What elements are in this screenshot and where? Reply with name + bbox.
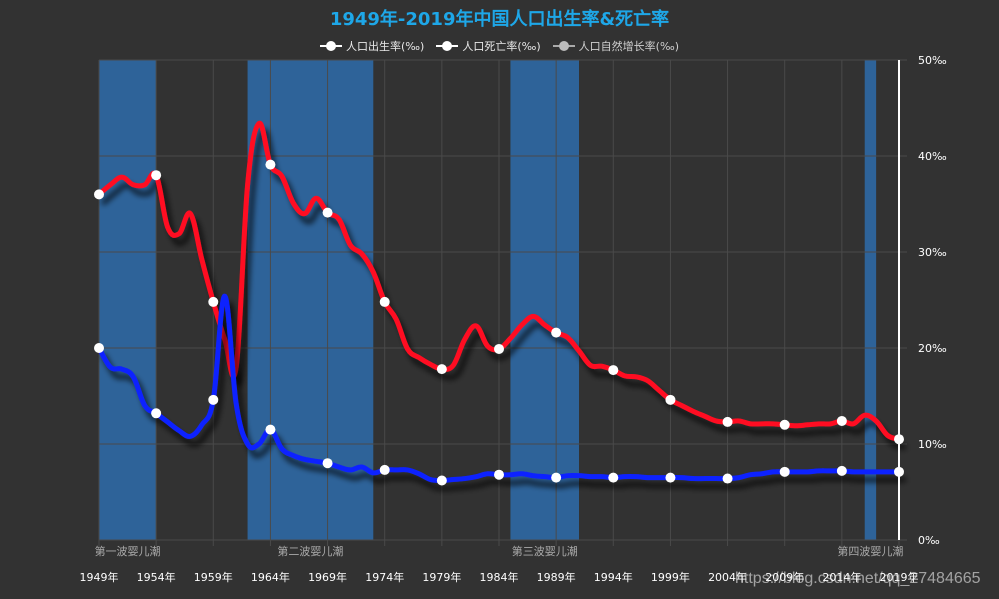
x-tick-label: 2014年	[822, 570, 861, 584]
x-tick-label: 2019年	[880, 570, 919, 584]
y-tick-label: 40‰	[918, 150, 947, 163]
legend-item-death-rate[interactable]: 人口死亡率(‰)	[436, 38, 541, 54]
y-tick-label: 0‰	[918, 534, 940, 547]
legend-line-marker-icon	[436, 41, 459, 51]
data-point-marker[interactable]	[836, 465, 847, 476]
data-point-marker[interactable]	[322, 207, 333, 218]
legend-line-marker-icon	[319, 41, 342, 51]
data-point-marker[interactable]	[379, 296, 390, 307]
data-point-markers	[94, 159, 904, 486]
x-tick-label: 1959年	[194, 570, 233, 584]
axes: 0‰ 10‰ 20‰ 30‰ 40‰ 50‰ 1949年 1954年 1959年 1964年 196…	[80, 54, 947, 584]
data-point-marker[interactable]	[94, 189, 104, 200]
data-point-marker[interactable]	[494, 343, 504, 354]
legend-line-marker-icon	[552, 41, 575, 51]
data-point-marker[interactable]	[779, 419, 790, 430]
data-point-marker[interactable]	[551, 472, 562, 483]
baby-boom-band	[864, 60, 877, 540]
data-point-marker[interactable]	[436, 364, 447, 375]
x-tick-label: 1984年	[480, 570, 519, 584]
data-point-marker[interactable]	[608, 365, 619, 376]
baby-boom-bands: 第一波婴儿潮 第二波婴儿潮 第三波婴儿潮 第四波婴儿潮	[95, 60, 903, 558]
data-point-marker[interactable]	[722, 473, 733, 484]
data-point-marker[interactable]	[151, 408, 162, 419]
x-tick-label: 2009年	[765, 570, 804, 584]
data-point-marker[interactable]	[836, 415, 847, 426]
baby-boom-label: 第三波婴儿潮	[512, 544, 578, 558]
data-point-marker[interactable]	[779, 466, 790, 477]
y-tick-label: 30‰	[918, 246, 947, 259]
data-point-marker[interactable]	[265, 159, 276, 170]
chart-title: 1949年-2019年中国人口出生率&死亡率	[329, 9, 670, 30]
data-point-marker[interactable]	[665, 394, 676, 405]
data-point-marker[interactable]	[151, 170, 162, 181]
baby-boom-label: 第四波婴儿潮	[837, 544, 903, 558]
data-point-marker[interactable]	[722, 416, 733, 427]
data-point-marker[interactable]	[322, 458, 333, 469]
x-tick-label: 1989年	[537, 570, 576, 584]
x-tick-label: 1974年	[365, 570, 404, 584]
data-point-marker[interactable]	[379, 464, 390, 475]
y-tick-label: 50‰	[918, 54, 947, 67]
data-point-marker[interactable]	[94, 343, 104, 353]
data-point-marker[interactable]	[265, 424, 276, 435]
data-point-marker[interactable]	[494, 469, 504, 480]
x-tick-label: 1964年	[251, 570, 290, 584]
legend-item-natural-growth-rate[interactable]: 人口自然增长率(‰)	[552, 38, 680, 54]
x-tick-label: 1949年	[80, 570, 119, 584]
legend-item-birth-rate[interactable]: 人口出生率(‰)	[319, 38, 425, 54]
legend-label: 人口自然增长率(‰)	[578, 40, 680, 53]
baby-boom-label: 第一波婴儿潮	[95, 544, 161, 558]
data-point-marker[interactable]	[551, 327, 562, 338]
data-point-marker[interactable]	[208, 394, 219, 405]
baby-boom-band	[510, 60, 579, 540]
legend-label: 人口出生率(‰)	[345, 40, 425, 53]
x-tick-label: 1994年	[594, 570, 633, 584]
y-tick-label: 10‰	[918, 438, 947, 451]
x-tick-label: 1999年	[651, 570, 690, 584]
baby-boom-band	[99, 60, 157, 540]
data-point-marker[interactable]	[208, 296, 219, 307]
x-tick-label: 1979年	[422, 570, 461, 584]
data-point-marker[interactable]	[665, 472, 676, 483]
chart-legend: 人口出生率(‰) 人口死亡率(‰) 人口自然增长率(‰)	[0, 38, 999, 54]
x-tick-label: 2004年	[708, 570, 747, 584]
y-tick-label: 20‰	[918, 342, 947, 355]
x-tick-label: 1954年	[137, 570, 176, 584]
data-point-marker[interactable]	[436, 475, 447, 486]
legend-label: 人口死亡率(‰)	[462, 40, 541, 53]
x-tick-label: 1969年	[308, 570, 347, 584]
data-point-marker[interactable]	[608, 472, 619, 483]
baby-boom-label: 第二波婴儿潮	[277, 544, 343, 558]
